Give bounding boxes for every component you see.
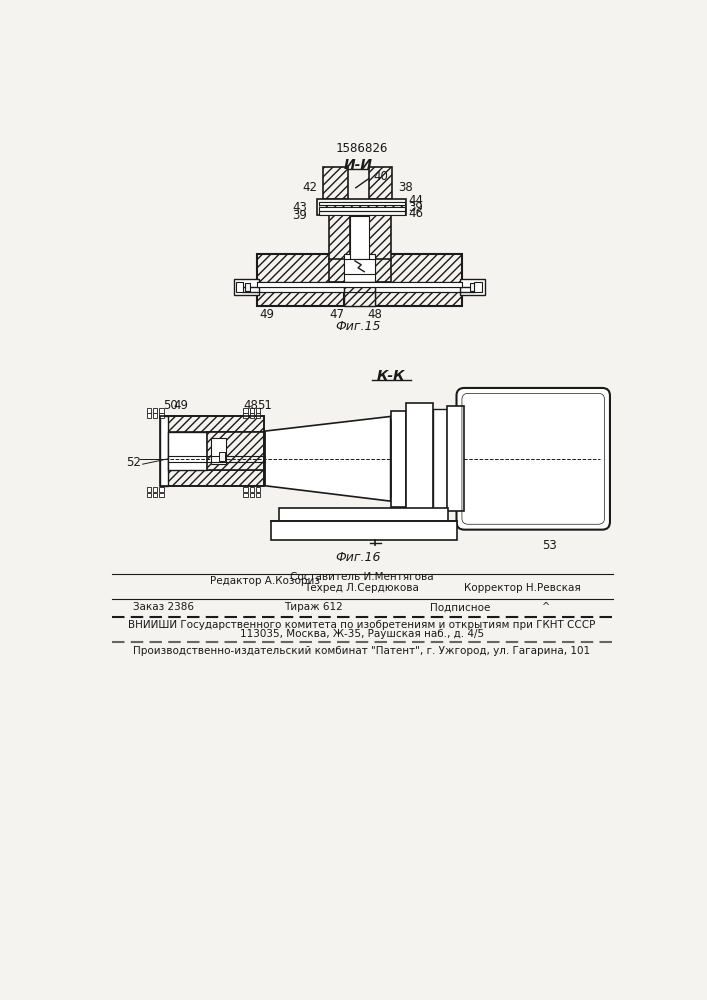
Bar (448, 406, 464, 511)
Text: 43: 43 (292, 201, 307, 214)
Text: 53: 53 (542, 539, 556, 552)
Bar (469, 283, 474, 291)
Text: ВНИИШИ Государственного комитета по изобретениям и открытиям при ГКНТ СССР: ВНИИШИ Государственного комитета по изоб… (128, 620, 595, 630)
Bar (243, 413, 248, 418)
Bar (159, 487, 163, 492)
Bar (391, 411, 406, 507)
Text: 46: 46 (409, 207, 423, 220)
Bar (163, 470, 264, 486)
Bar (320, 202, 404, 215)
Bar (211, 438, 226, 464)
Bar (271, 521, 457, 540)
Bar (375, 254, 462, 306)
Bar (153, 493, 158, 497)
Bar (460, 279, 485, 295)
Text: Производственно-издательский комбинат "Патент", г. Ужгород, ул. Гагарина, 101: Производственно-издательский комбинат "П… (134, 646, 590, 656)
Bar (344, 282, 375, 306)
Bar (153, 487, 158, 492)
Bar (320, 207, 404, 211)
Bar (375, 282, 462, 292)
Bar (256, 493, 260, 497)
Bar (207, 432, 264, 470)
Bar (159, 413, 163, 418)
Text: Составитель И.Ментягова: Составитель И.Ментягова (290, 572, 434, 582)
Bar (329, 259, 391, 282)
Text: 39: 39 (409, 201, 423, 214)
Text: Подписное: Подписное (430, 602, 491, 612)
Bar (256, 413, 260, 418)
Text: 44: 44 (409, 194, 423, 207)
Bar (243, 487, 248, 492)
Text: 49: 49 (174, 399, 189, 412)
Text: 48: 48 (368, 308, 382, 321)
Text: 42: 42 (303, 181, 317, 194)
Bar (369, 167, 392, 199)
Bar (250, 413, 255, 418)
Bar (163, 416, 264, 432)
Bar (160, 416, 264, 486)
Text: 50: 50 (163, 399, 178, 412)
Bar (317, 199, 406, 215)
Bar (433, 409, 448, 509)
Text: 1586826: 1586826 (336, 142, 388, 155)
Bar (160, 416, 168, 486)
Bar (146, 408, 151, 413)
Text: К-К: К-К (376, 369, 405, 383)
Text: ^: ^ (542, 602, 549, 612)
Bar (159, 408, 163, 413)
Text: 52: 52 (127, 456, 141, 469)
Text: 40: 40 (373, 170, 388, 183)
Text: Корректор Н.Ревская: Корректор Н.Ревская (464, 583, 580, 593)
Text: Тираж 612: Тираж 612 (284, 602, 342, 612)
Bar (351, 216, 369, 259)
Text: И-И: И-И (344, 158, 373, 172)
Text: 48: 48 (244, 399, 259, 412)
Text: Заказ 2386: Заказ 2386 (132, 602, 194, 612)
Text: 51: 51 (257, 399, 272, 412)
Bar (256, 408, 260, 413)
Text: 113035, Москва, Ж-35, Раушская наб., д. 4/5: 113035, Москва, Ж-35, Раушская наб., д. … (240, 629, 484, 639)
Polygon shape (265, 416, 391, 501)
Text: 49: 49 (259, 308, 274, 321)
Bar (320, 202, 404, 205)
Bar (159, 493, 163, 497)
Bar (250, 493, 255, 497)
Bar (153, 408, 158, 413)
Bar (218, 452, 225, 461)
Bar (235, 282, 243, 292)
Bar (256, 487, 260, 492)
Bar (329, 212, 351, 260)
Bar (320, 211, 404, 215)
Bar (146, 487, 151, 492)
Text: Редактор А.Козориз: Редактор А.Козориз (210, 576, 320, 586)
Bar (168, 432, 207, 470)
Text: 39: 39 (292, 209, 307, 222)
Text: 38: 38 (398, 181, 413, 194)
Bar (279, 508, 448, 522)
Bar (146, 413, 151, 418)
Bar (250, 408, 255, 413)
Bar (243, 493, 248, 497)
Bar (153, 413, 158, 418)
Bar (234, 279, 259, 295)
Bar (369, 212, 391, 260)
Bar (344, 259, 375, 274)
Bar (257, 254, 344, 306)
Bar (257, 282, 462, 287)
Bar (474, 282, 482, 292)
Bar (257, 282, 344, 292)
Bar (406, 403, 433, 514)
FancyBboxPatch shape (457, 388, 610, 530)
Text: Техред Л.Сердюкова: Техред Л.Сердюкова (305, 583, 419, 593)
Text: 47: 47 (329, 308, 344, 321)
Text: Фиг.15: Фиг.15 (335, 320, 381, 333)
Bar (250, 487, 255, 492)
Bar (323, 167, 348, 199)
Text: Фиг.16: Фиг.16 (335, 551, 381, 564)
Bar (146, 493, 151, 497)
Bar (245, 283, 250, 291)
Bar (243, 408, 248, 413)
Bar (344, 254, 375, 306)
